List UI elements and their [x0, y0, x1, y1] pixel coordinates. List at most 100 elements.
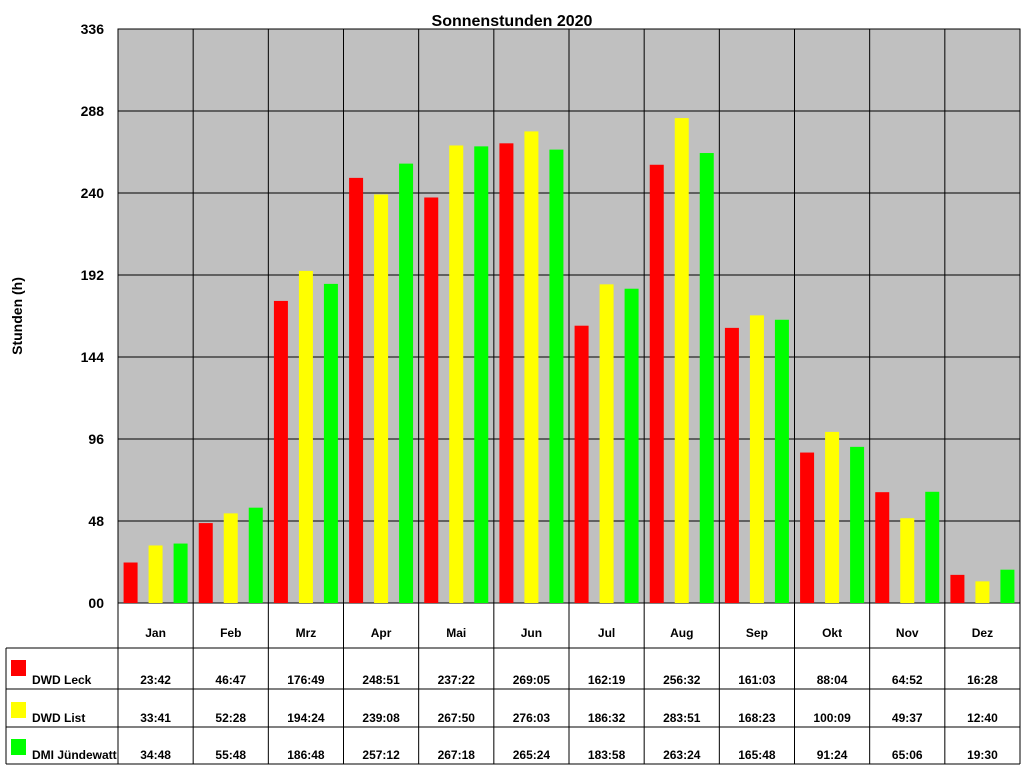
bars [123, 118, 1015, 604]
table-cell: 33:41 [140, 711, 171, 725]
bar-dwd-leck-jul [574, 325, 589, 603]
x-tick-label: Nov [896, 626, 919, 640]
table-cell: 276:03 [513, 711, 551, 725]
bar-dmi-j-ndewatt-nov [925, 491, 940, 603]
y-tick-label: 00 [88, 595, 104, 611]
bar-dwd-list-mrz [298, 270, 313, 603]
y-tick-label: 144 [81, 349, 105, 365]
y-tick-label: 96 [88, 431, 104, 447]
table-cell: 168:23 [738, 711, 776, 725]
table-cell: 46:47 [215, 673, 246, 687]
table-cell: 55:48 [215, 748, 246, 762]
y-tick-labels: 00 48 96 144 192 240 288 336 [81, 21, 105, 611]
table-cell: 162:19 [588, 673, 626, 687]
table-cell: 161:03 [738, 673, 776, 687]
table-cell: 256:32 [663, 673, 701, 687]
bar-dmi-j-ndewatt-jan [173, 543, 188, 603]
bar-dwd-list-okt [825, 431, 840, 603]
bar-dwd-leck-mrz [273, 300, 288, 603]
x-tick-label: Jul [598, 626, 615, 640]
table-cell: 194:24 [287, 711, 325, 725]
legend-swatch [11, 702, 26, 718]
legend-swatch [11, 660, 26, 676]
x-tick-label: Jun [521, 626, 542, 640]
table-cell: 183:58 [588, 748, 626, 762]
bar-dwd-list-nov [900, 518, 915, 603]
bar-dwd-list-mai [449, 145, 464, 603]
bar-dwd-leck-apr [349, 177, 364, 603]
bar-dwd-list-feb [223, 513, 238, 603]
bar-dmi-j-ndewatt-mai [474, 146, 489, 604]
x-tick-label: Apr [371, 626, 392, 640]
chart-title: Sonnenstunden 2020 [432, 13, 593, 30]
legend-swatch [11, 739, 26, 755]
bar-dwd-leck-jan [123, 562, 138, 603]
bar-dwd-leck-sep [724, 327, 739, 603]
table-cell: 165:48 [738, 748, 776, 762]
bar-dmi-j-ndewatt-jul [624, 288, 639, 603]
table-cell: 91:24 [817, 748, 848, 762]
table-cell: 16:28 [967, 673, 998, 687]
x-tick-label: Mai [446, 626, 466, 640]
bar-dwd-list-jun [524, 131, 539, 603]
y-tick-label: 48 [88, 513, 104, 529]
table-cell: 64:52 [892, 673, 923, 687]
table-cell: 100:09 [813, 711, 851, 725]
bar-dwd-list-jan [148, 545, 163, 603]
table-cell: 12:40 [967, 711, 998, 725]
bar-dwd-leck-jun [499, 143, 514, 604]
gridlines [117, 28, 1021, 764]
x-tick-label: Mrz [296, 626, 317, 640]
bar-dwd-leck-aug [649, 164, 664, 604]
legend-label: DWD Leck [32, 673, 92, 687]
legend-label: DMI Jündewatt [32, 748, 117, 762]
y-tick-label: 288 [81, 103, 105, 119]
table-cell: 49:37 [892, 711, 923, 725]
bar-dmi-j-ndewatt-okt [850, 446, 865, 603]
table-cell: 186:48 [287, 748, 325, 762]
table-cell: 267:50 [438, 711, 476, 725]
x-tick-label: Okt [822, 626, 842, 640]
bar-dmi-j-ndewatt-jun [549, 149, 564, 603]
table-cell: 248:51 [362, 673, 400, 687]
bar-dwd-list-jul [599, 284, 614, 603]
table-cell: 88:04 [817, 673, 848, 687]
bar-dwd-leck-okt [800, 452, 815, 603]
bar-dwd-leck-dez [950, 574, 965, 603]
bar-dwd-list-sep [749, 315, 764, 603]
bar-dmi-j-ndewatt-feb [248, 507, 263, 603]
x-tick-label: Aug [670, 626, 693, 640]
bar-dwd-list-dez [975, 581, 990, 603]
bar-dmi-j-ndewatt-dez [1000, 569, 1015, 603]
bar-dmi-j-ndewatt-mrz [323, 283, 338, 603]
x-tick-label: Dez [972, 626, 993, 640]
y-tick-label: 336 [81, 21, 105, 37]
bar-dwd-list-apr [374, 194, 389, 603]
bar-dmi-j-ndewatt-sep [774, 319, 789, 603]
table-cell: 34:48 [140, 748, 171, 762]
x-tick-label: Sep [746, 626, 768, 640]
bar-dwd-list-aug [674, 118, 689, 603]
table-cell: 239:08 [362, 711, 400, 725]
table-cell: 283:51 [663, 711, 701, 725]
y-axis-label: Stunden (h) [9, 277, 25, 355]
table-cell: 52:28 [215, 711, 246, 725]
table-cell: 269:05 [513, 673, 551, 687]
table-cell: 176:49 [287, 673, 325, 687]
y-tick-label: 192 [81, 267, 105, 283]
bar-dmi-j-ndewatt-aug [699, 153, 714, 603]
bar-dwd-leck-feb [198, 523, 213, 603]
table-cell: 237:22 [438, 673, 476, 687]
table-cell: 23:42 [140, 673, 171, 687]
table-cell: 257:12 [362, 748, 400, 762]
table-cell: 265:24 [513, 748, 551, 762]
x-tick-label: Feb [220, 626, 241, 640]
table-cell: 65:06 [892, 748, 923, 762]
y-tick-label: 240 [81, 185, 105, 201]
bar-dmi-j-ndewatt-apr [399, 163, 414, 603]
bar-dwd-leck-nov [875, 492, 890, 603]
table-cell: 263:24 [663, 748, 701, 762]
table-cell: 186:32 [588, 711, 626, 725]
table-cell: 19:30 [967, 748, 998, 762]
